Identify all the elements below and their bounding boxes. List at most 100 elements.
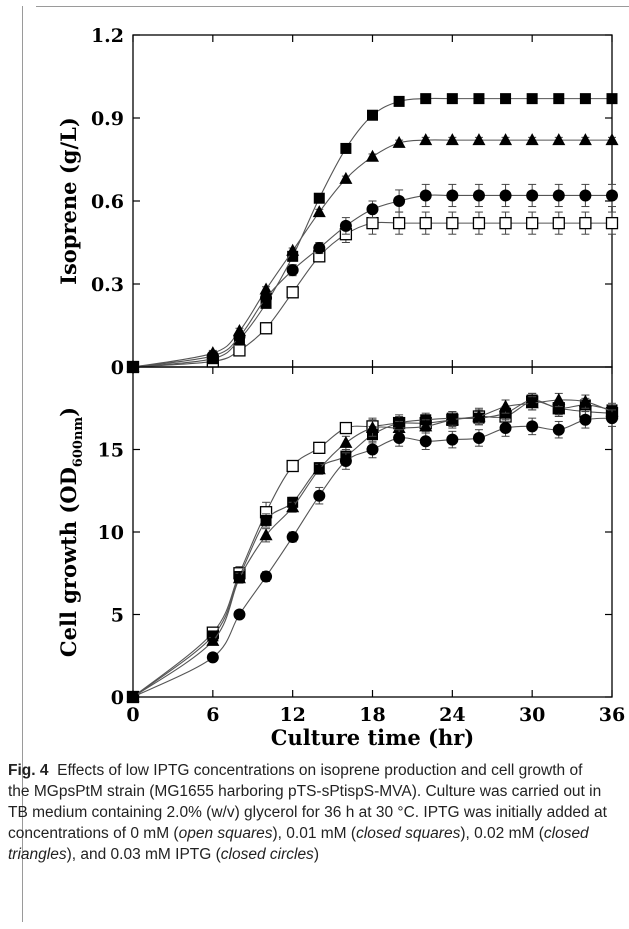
growth-panel-filled-triangle-point	[259, 528, 273, 541]
isoprene-panel-filled-circle-point	[339, 219, 352, 232]
caption-text: ), 0.02 mM (	[460, 825, 544, 842]
figure-caption: Fig. 4 Effects of low IPTG concentration…	[8, 760, 608, 865]
isoprene-panel-filled-circle-point	[233, 330, 246, 343]
growth-y-axis-title-main: Cell growth (OD	[56, 467, 81, 657]
isoprene-panel-open-square-point	[472, 216, 486, 230]
isoprene-panel-open-square-point	[286, 286, 299, 299]
growth-x-tick-label: 12	[279, 704, 305, 726]
growth-panel-filled-circle-point	[499, 422, 512, 435]
growth-panel-open-square-point	[339, 421, 353, 435]
isoprene-panel-open-square-point	[233, 344, 246, 357]
isoprene-panel-filled-square-point	[313, 192, 325, 204]
growth-panel-frame	[132, 366, 613, 698]
isoprene-panel-open-square-point	[605, 216, 619, 230]
growth-panel-open-square-point	[286, 459, 299, 473]
isoprene-panel-filled-triangle-point	[552, 133, 566, 146]
growth-panel-filled-circle-point	[472, 431, 485, 444]
growth-panel-filled-triangle-point	[419, 419, 433, 432]
isoprene-panel-filled-triangle-point	[472, 133, 486, 146]
growth-panel-filled-circle-point	[366, 443, 379, 456]
isoprene-panel-filled-triangle-point	[339, 171, 353, 184]
growth-panel-filled-triangle-point	[552, 393, 566, 405]
growth-panel-filled-circle-point	[526, 420, 539, 433]
caption-text: Effects of low IPTG concentrations on is…	[8, 762, 607, 842]
growth-panel-filled-square-point	[260, 514, 272, 526]
isoprene-y-axis-title: Isoprene (g/L)	[56, 117, 81, 285]
isoprene-panel-filled-triangle-point	[578, 133, 592, 146]
growth-x-tick-label: 36	[599, 704, 625, 726]
isoprene-panel-filled-square-point	[446, 93, 458, 105]
isoprene-panel-filled-square-point	[473, 93, 485, 105]
isoprene-panel-open-square-point	[579, 216, 592, 230]
growth-panel-filled-circle-point	[286, 530, 299, 543]
growth-x-tick-label: 0	[126, 704, 139, 726]
isoprene-panel-filled-square-point	[367, 109, 378, 121]
isoprene-panel-filled-square-point	[579, 93, 591, 105]
growth-panel-filled-triangle-point	[232, 571, 246, 584]
growth-panel-open-square-point	[313, 441, 326, 455]
growth-y-axis-title: Cell growth (OD600nm)	[56, 407, 86, 657]
isoprene-panel-filled-triangle-point	[312, 205, 326, 218]
isoprene-panel-filled-circle-point	[606, 189, 618, 202]
isoprene-panel-series-line	[132, 139, 612, 368]
figure-chart: 0 0.3 0.6 0.9 1.2 Isoprene (g/L) 0 5 10 15 Cell gr…	[56, 25, 625, 750]
isoprene-panel-filled-circle-point	[366, 203, 379, 216]
growth-panel-y-tick-label: 0	[111, 687, 124, 709]
isoprene-panel-filled-circle-point	[446, 189, 459, 202]
isoprene-panel-filled-triangle-point	[366, 149, 379, 162]
isoprene-panel-filled-triangle-point	[499, 133, 513, 146]
caption-text: )	[313, 846, 319, 863]
growth-panel-filled-triangle-point	[286, 500, 300, 513]
growth-panel-filled-triangle-point	[312, 462, 326, 475]
isoprene-panel-filled-circle-point	[579, 189, 592, 202]
isoprene-panel-filled-triangle-point	[419, 133, 433, 146]
x-axis-title: Culture time (hr)	[271, 725, 474, 750]
isoprene-panel-filled-triangle-point	[525, 133, 539, 146]
isoprene-panel-y-tick-label: 0.3	[91, 274, 124, 296]
growth-panel-y-tick-label: 15	[98, 440, 124, 462]
isoprene-panel-filled-square-point	[553, 93, 565, 105]
caption-text: ), 0.01 mM (	[272, 825, 357, 842]
caption-italic-term: open squares	[178, 825, 273, 842]
caption-body: Effects of low IPTG concentrations on is…	[8, 762, 607, 863]
growth-y-axis-title-subscript: 600nm	[71, 417, 86, 468]
growth-panel-y-tick-label: 5	[111, 605, 124, 627]
isoprene-panel-y-tick-label: 0	[111, 357, 124, 379]
growth-panel-series-line	[132, 417, 613, 698]
growth-x-tick-label: 30	[519, 704, 545, 726]
isoprene-panel-filled-square-point	[340, 142, 352, 154]
growth-x-tick-label: 24	[439, 704, 465, 726]
growth-panel-filled-circle-point	[606, 412, 618, 425]
growth-panel-filled-triangle-point	[445, 412, 459, 425]
caption-text: ), and 0.03 mM IPTG (	[66, 846, 221, 863]
isoprene-panel-filled-circle-point	[206, 349, 219, 362]
figure-label: Fig. 4	[8, 762, 49, 779]
growth-panel-filled-triangle-point	[366, 421, 379, 434]
growth-panel-filled-square-point	[553, 402, 565, 414]
isoprene-panel-filled-triangle-point	[286, 243, 300, 256]
growth-x-tick-label: 6	[206, 704, 219, 726]
frame-top-border	[36, 6, 629, 7]
isoprene-panel-filled-square-point	[606, 93, 618, 105]
growth-panel-y-tick-label: 10	[98, 522, 124, 544]
isoprene-panel-filled-circle-point	[313, 242, 326, 255]
isoprene-panel-filled-circle-point	[419, 189, 432, 202]
isoprene-panel-filled-circle-point	[260, 291, 273, 304]
growth-panel-filled-circle-point	[313, 489, 326, 502]
growth-panel-filled-circle-point	[446, 433, 459, 446]
growth-panel-filled-triangle-point	[578, 394, 592, 407]
growth-y-axis-title-close: )	[56, 407, 81, 417]
isoprene-panel-filled-circle-point	[393, 195, 406, 207]
isoprene-panel-filled-square-point	[393, 95, 405, 107]
isoprene-panel-filled-triangle-point	[392, 135, 406, 148]
caption-italic-term: closed triangles	[8, 825, 589, 863]
growth-panel-filled-circle-point	[260, 570, 273, 583]
isoprene-panel-open-square-point	[526, 216, 539, 230]
isoprene-panel-series-line	[132, 221, 612, 368]
isoprene-panel-y-tick-label: 0.6	[91, 191, 124, 213]
isoprene-panel-filled-triangle-point	[605, 133, 619, 146]
growth-panel-filled-triangle-point	[525, 396, 539, 409]
isoprene-panel-open-square-point	[419, 216, 432, 230]
growth-panel-filled-circle-point	[233, 608, 246, 621]
isoprene-panel-filled-circle-point	[552, 189, 565, 202]
